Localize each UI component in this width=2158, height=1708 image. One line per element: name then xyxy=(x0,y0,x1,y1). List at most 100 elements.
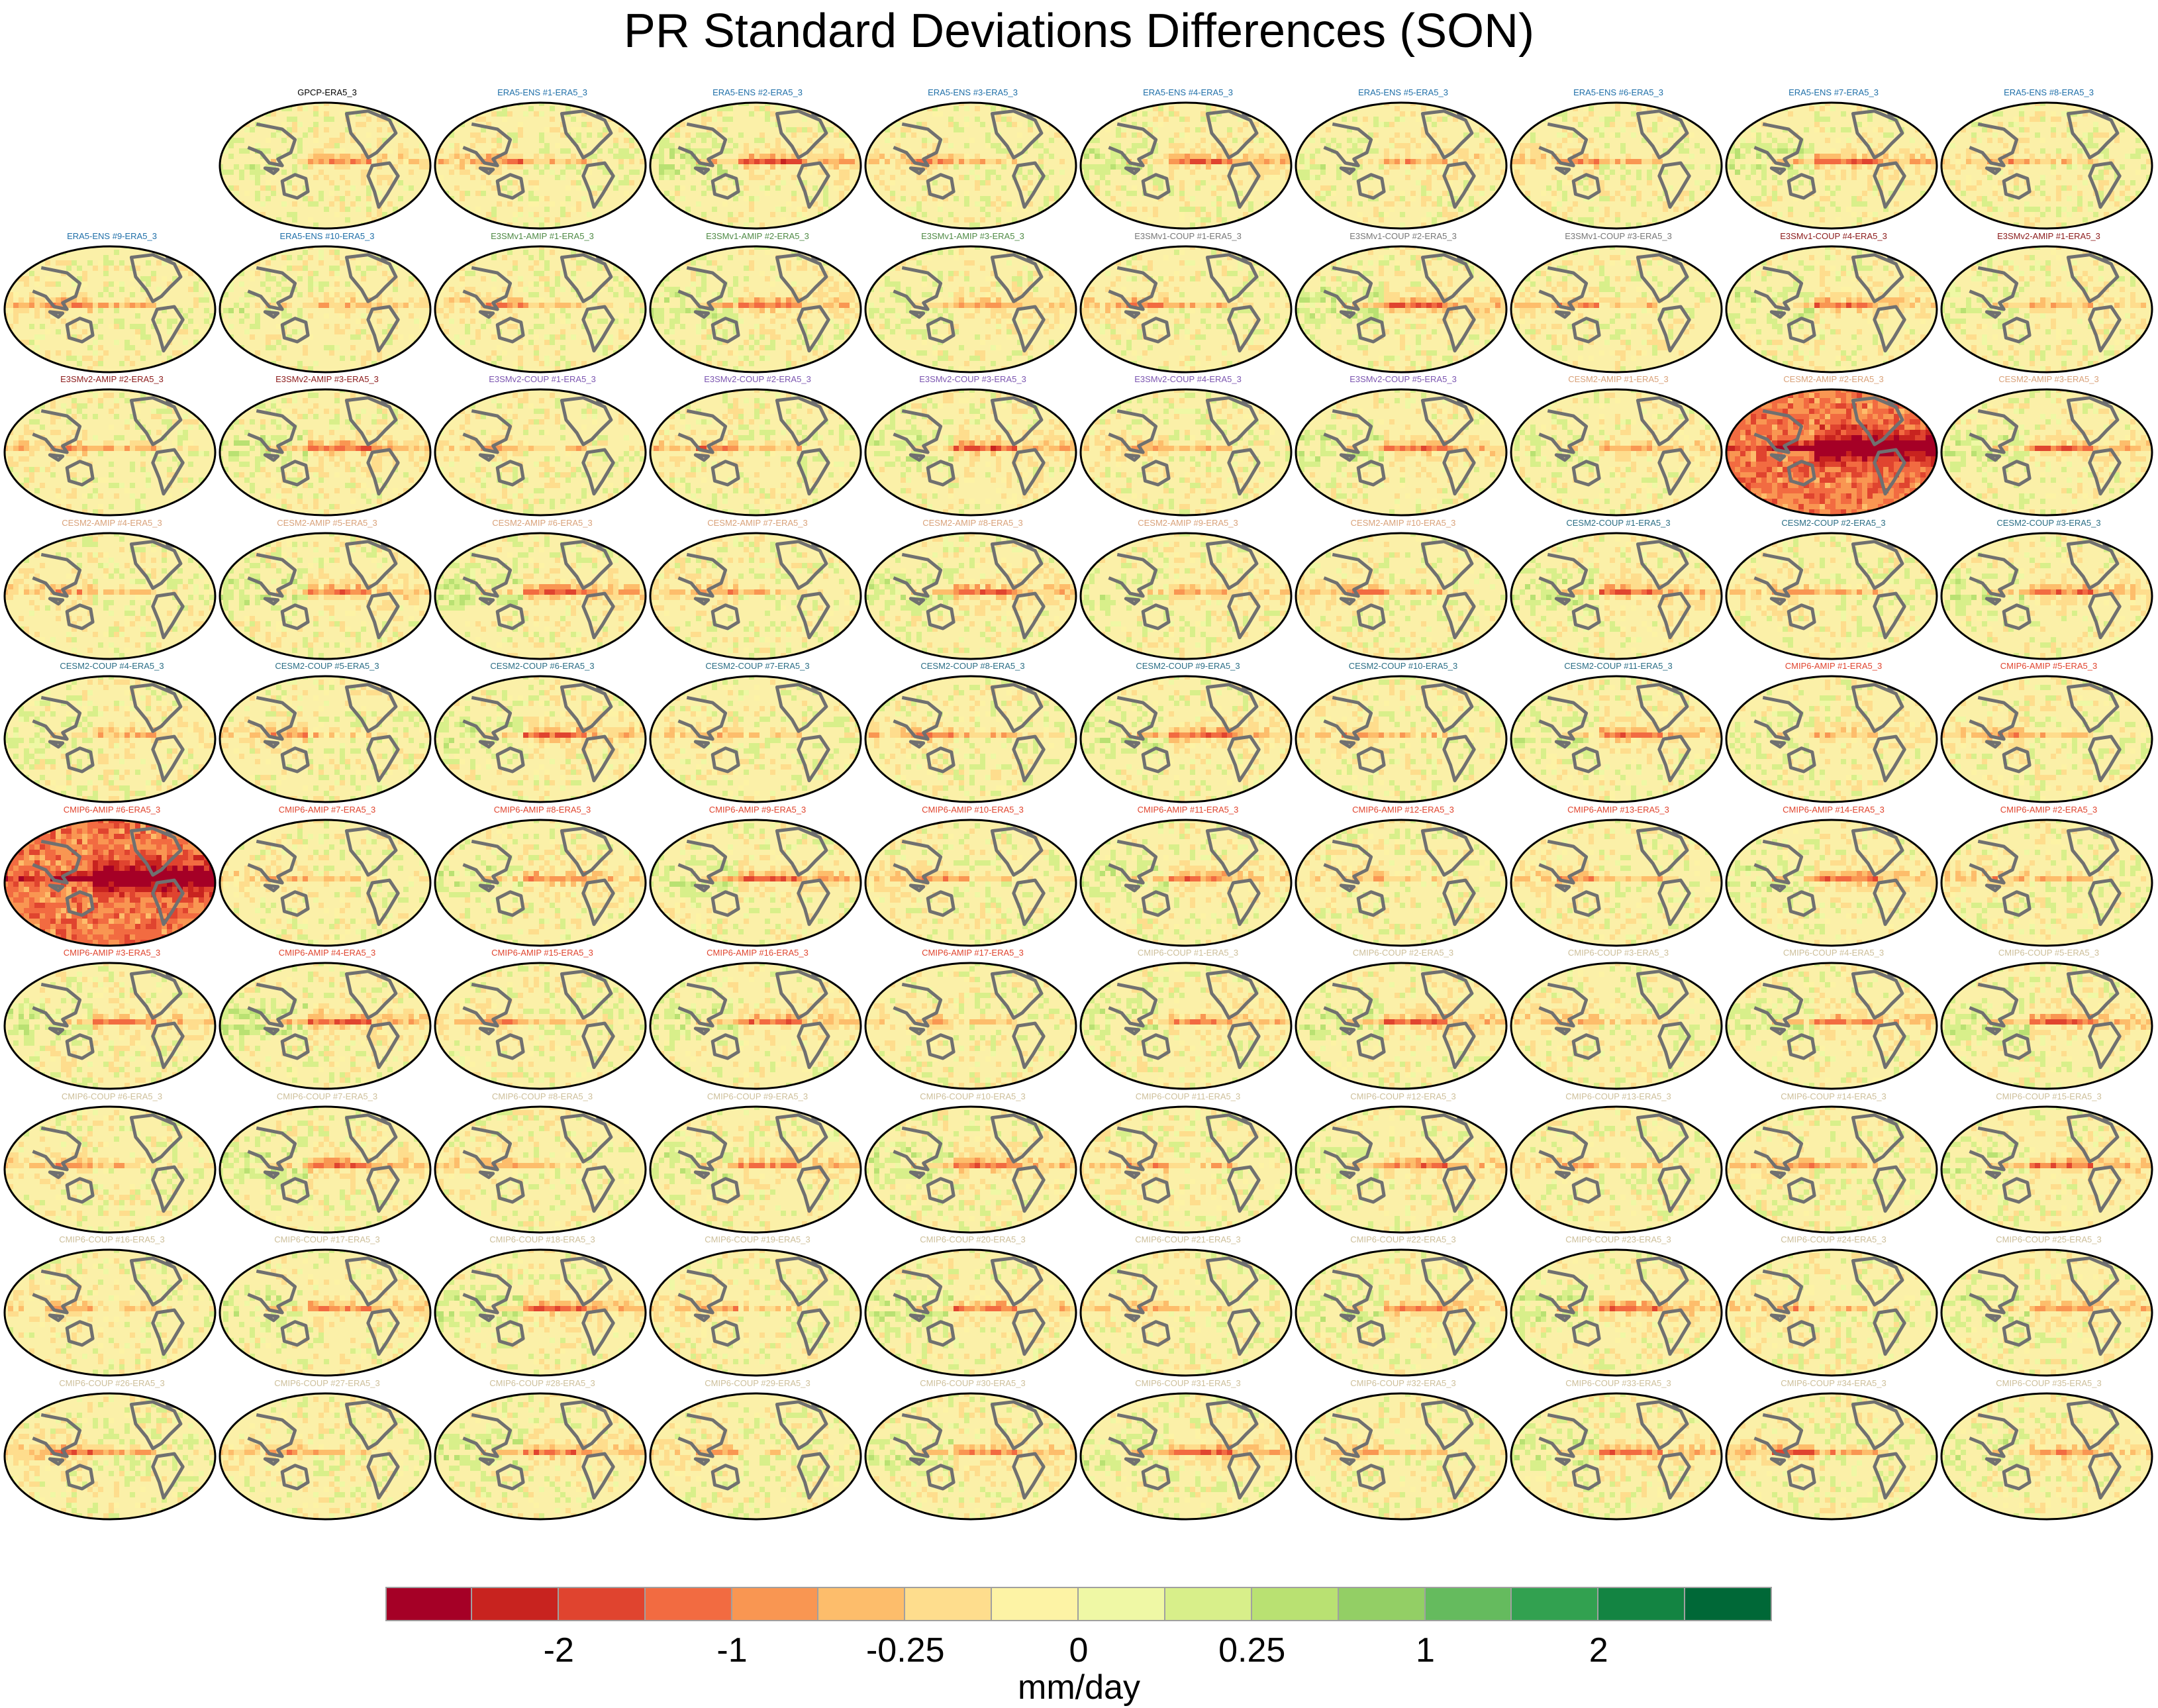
map-field xyxy=(1726,963,1937,1089)
map-border xyxy=(864,388,1077,517)
panel-label: CESM2-AMIP #7-ERA5_3 xyxy=(648,518,867,528)
panel-label: CESM2-COUP #6-ERA5_3 xyxy=(433,661,652,672)
colorbar-tick-label: 1 xyxy=(1416,1631,1435,1670)
map-projection xyxy=(1295,1105,1508,1233)
panel-label: CMIP6-AMIP #2-ERA5_3 xyxy=(1939,805,2158,815)
map-panel: CMIP6-COUP #6-ERA5_3 xyxy=(3,1091,221,1234)
colorbar-tick-label: 2 xyxy=(1589,1631,1608,1670)
panel-label: CMIP6-COUP #22-ERA5_3 xyxy=(1294,1234,1512,1245)
map-border xyxy=(1295,1105,1508,1233)
map-field xyxy=(1081,1393,1291,1519)
map-border xyxy=(1295,532,1508,660)
panel-label: CMIP6-COUP #12-ERA5_3 xyxy=(1294,1091,1512,1102)
map-field xyxy=(865,103,1076,228)
panel-label: CMIP6-COUP #7-ERA5_3 xyxy=(218,1091,436,1102)
panel-label: CESM2-COUP #11-ERA5_3 xyxy=(1509,661,1728,672)
map-border xyxy=(3,245,217,373)
colorbar-cell xyxy=(1512,1587,1599,1621)
panel-label: CMIP6-COUP #24-ERA5_3 xyxy=(1724,1234,1943,1245)
map-border xyxy=(1725,1105,1938,1233)
map-panel: CESM2-AMIP #1-ERA5_3 xyxy=(1509,374,1728,517)
map-field xyxy=(1726,532,1937,659)
map-border xyxy=(3,1105,217,1233)
map-border xyxy=(1295,1248,1508,1377)
map-projection xyxy=(1295,1248,1508,1377)
map-panel: CMIP6-AMIP #8-ERA5_3 xyxy=(433,805,652,947)
map-field xyxy=(1296,1106,1506,1232)
panel-label: ERA5-ENS #8-ERA5_3 xyxy=(1939,87,2158,98)
map-field xyxy=(650,389,861,515)
map-panel: CMIP6-COUP #12-ERA5_3 xyxy=(1294,1091,1512,1234)
map-panel: CESM2-AMIP #8-ERA5_3 xyxy=(863,518,1082,660)
map-projection xyxy=(434,1105,647,1233)
map-field xyxy=(1726,676,1937,802)
map-projection xyxy=(1510,819,1723,946)
map-field xyxy=(220,103,430,228)
map-border xyxy=(1079,1392,1293,1520)
map-projection xyxy=(219,1392,432,1520)
map-field xyxy=(1296,103,1506,228)
map-panel: CMIP6-COUP #27-ERA5_3 xyxy=(218,1378,436,1521)
map-field xyxy=(1511,676,1722,802)
map-border xyxy=(1725,675,1938,803)
map-panel: CMIP6-AMIP #1-ERA5_3 xyxy=(1724,661,1943,803)
map-panel: CMIP6-COUP #10-ERA5_3 xyxy=(863,1091,1082,1234)
map-projection xyxy=(1295,962,1508,1090)
map-panel: CMIP6-COUP #13-ERA5_3 xyxy=(1509,1091,1728,1234)
map-border xyxy=(649,245,862,373)
map-border xyxy=(1510,1392,1723,1520)
map-projection xyxy=(1510,388,1723,517)
map-border xyxy=(1510,962,1723,1090)
map-field xyxy=(1511,103,1722,228)
map-panel: CMIP6-COUP #16-ERA5_3 xyxy=(3,1234,221,1377)
map-projection xyxy=(219,388,432,517)
map-field xyxy=(865,1250,1076,1376)
panel-label: CMIP6-COUP #20-ERA5_3 xyxy=(863,1234,1082,1245)
colorbar-cell xyxy=(1425,1587,1512,1621)
map-border xyxy=(1079,245,1293,373)
map-field xyxy=(435,389,646,515)
panel-label: CMIP6-COUP #8-ERA5_3 xyxy=(433,1091,652,1102)
map-panel: CESM2-COUP #3-ERA5_3 xyxy=(1939,518,2158,660)
panel-label: CMIP6-COUP #13-ERA5_3 xyxy=(1509,1091,1728,1102)
map-field xyxy=(1296,1250,1506,1376)
map-field xyxy=(220,532,430,659)
map-border xyxy=(1510,101,1723,230)
map-field xyxy=(1511,1250,1722,1376)
map-panel: ERA5-ENS #8-ERA5_3 xyxy=(1939,87,2158,230)
panel-label: CESM2-AMIP #8-ERA5_3 xyxy=(863,518,1082,528)
map-projection xyxy=(434,962,647,1090)
map-projection xyxy=(1725,1105,1938,1233)
colorbar-cell xyxy=(732,1587,819,1621)
map-projection xyxy=(1940,245,2153,373)
map-projection xyxy=(1510,245,1723,373)
map-border xyxy=(1725,388,1938,517)
panel-label: E3SMv1-COUP #3-ERA5_3 xyxy=(1509,231,1728,242)
map-projection xyxy=(434,1392,647,1520)
map-field xyxy=(5,1250,215,1376)
colorbar-tick-label: 0.25 xyxy=(1218,1631,1285,1670)
map-border xyxy=(1079,962,1293,1090)
map-panel: GPCP-ERA5_3 xyxy=(218,87,436,230)
map-projection xyxy=(1940,1105,2153,1233)
map-panel: CMIP6-COUP #14-ERA5_3 xyxy=(1724,1091,1943,1234)
map-projection xyxy=(864,532,1077,660)
map-panel: CMIP6-AMIP #14-ERA5_3 xyxy=(1724,805,1943,947)
panel-label: CMIP6-COUP #15-ERA5_3 xyxy=(1939,1091,2158,1102)
map-border xyxy=(864,245,1077,373)
colorbar-cell xyxy=(1598,1587,1686,1621)
map-border xyxy=(1510,388,1723,517)
panel-label: CESM2-AMIP #2-ERA5_3 xyxy=(1724,374,1943,385)
panel-label: CESM2-COUP #10-ERA5_3 xyxy=(1294,661,1512,672)
panel-label: ERA5-ENS #3-ERA5_3 xyxy=(863,87,1082,98)
map-panel: CMIP6-COUP #35-ERA5_3 xyxy=(1939,1378,2158,1521)
map-border xyxy=(1940,101,2153,230)
map-field xyxy=(1081,676,1291,802)
panel-label: CMIP6-COUP #32-ERA5_3 xyxy=(1294,1378,1512,1389)
map-projection xyxy=(1510,962,1723,1090)
map-panel: CMIP6-COUP #22-ERA5_3 xyxy=(1294,1234,1512,1377)
map-panel: CESM2-AMIP #2-ERA5_3 xyxy=(1724,374,1943,517)
map-border xyxy=(864,101,1077,230)
map-field xyxy=(220,1393,430,1519)
map-field xyxy=(1941,103,2152,228)
